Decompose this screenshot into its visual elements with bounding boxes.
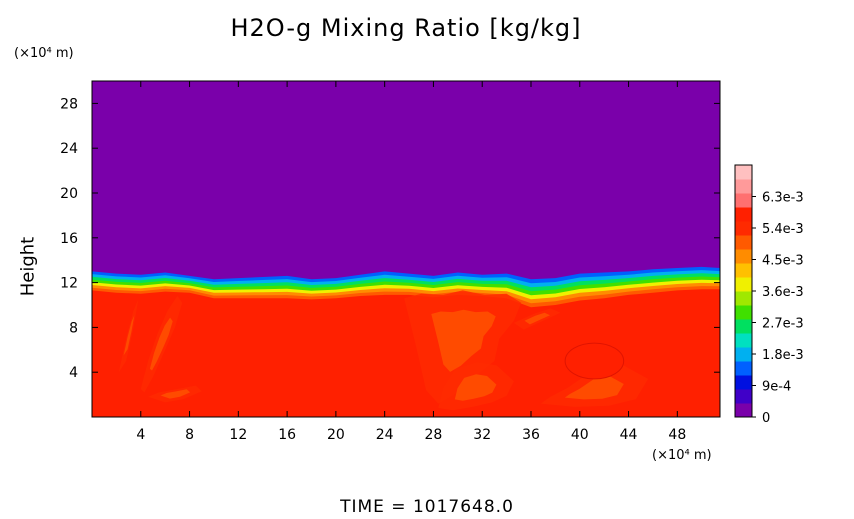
- colorbar-segment: [735, 347, 752, 362]
- plume-core-3: [431, 309, 496, 372]
- x-tick-label: 8: [185, 427, 194, 443]
- y-tick-label: 20: [60, 186, 78, 202]
- colorbar-tick-label: 2.7e-3: [762, 317, 804, 332]
- colorbar-segment: [735, 249, 752, 264]
- y-axis-unit: (×10⁴ m): [14, 46, 74, 61]
- colorbar-tick-label: 9e-4: [762, 380, 791, 395]
- colorbar: 0 9e-4 1.8e-3 2.7e-3 3.6e-3 4.5e-3 5.4e-3 6.3e-…: [734, 164, 804, 426]
- colorbar-segment: [735, 277, 752, 292]
- colorbar-tick-label: 1.8e-3: [762, 348, 804, 363]
- colorbar-segment: [735, 165, 752, 180]
- colorbar-segment: [735, 235, 752, 250]
- x-tick-label: 24: [376, 427, 394, 443]
- colorbar-segment: [735, 221, 752, 236]
- x-tick-label: 36: [522, 427, 540, 443]
- colorbar-segment: [735, 319, 752, 334]
- dry-blob: [564, 342, 625, 380]
- colorbar-tick-label: 4.5e-3: [762, 254, 804, 269]
- y-tick-label: 4: [69, 365, 78, 381]
- y-tick-label: 28: [60, 96, 78, 112]
- x-axis-unit: (×10⁴ m): [652, 448, 712, 463]
- plot-frame: [91, 80, 721, 418]
- colorbar-segment: [735, 291, 752, 306]
- colorbar-tick-label: 3.6e-3: [762, 285, 804, 300]
- x-tick-label: 12: [229, 427, 247, 443]
- colorbar-segment: [735, 263, 752, 278]
- lower-moist-layer: [92, 289, 720, 417]
- colorbar-segment: [735, 361, 752, 376]
- plume-core-0: [149, 317, 173, 371]
- y-tick-label: 12: [60, 276, 78, 292]
- x-tick-label: 28: [425, 427, 443, 443]
- plume-core-2: [160, 389, 191, 399]
- colorbar-tick-label: 5.4e-3: [762, 222, 804, 237]
- plume-core-5: [564, 376, 624, 400]
- colorbar-segment: [735, 305, 752, 320]
- plot-title: H2O-g Mixing Ratio [kg/kg]: [230, 14, 582, 42]
- y-ticks: 4 8 12 16 20 24 28: [60, 96, 720, 381]
- plume-core-1: [123, 315, 135, 356]
- colorbar-segment: [735, 207, 752, 222]
- x-tick-label: 4: [136, 427, 145, 443]
- time-label: TIME = 1017648.0: [340, 497, 514, 517]
- colorbar-segment: [735, 389, 752, 404]
- colorbar-segment: [735, 193, 752, 208]
- x-tick-label: 16: [278, 427, 296, 443]
- colorbar-segment: [735, 375, 752, 390]
- colorbar-segment: [735, 333, 752, 348]
- y-tick-label: 8: [69, 320, 78, 336]
- y-tick-label: 16: [60, 231, 78, 247]
- colorbar-tick-label: 0: [762, 411, 770, 426]
- colorbar-segment: [735, 179, 752, 194]
- x-tick-label: 44: [620, 427, 638, 443]
- plume-core-6: [524, 312, 550, 325]
- x-tick-label: 40: [571, 427, 589, 443]
- x-tick-label: 20: [327, 427, 345, 443]
- plume-core-4: [454, 374, 497, 401]
- x-ticks: 4 8 12 16 20 24 28 32 36 40 44 48: [136, 81, 686, 443]
- y-tick-label: 24: [60, 141, 78, 157]
- colorbar-segment: [735, 403, 752, 418]
- x-tick-label: 32: [473, 427, 491, 443]
- colorbar-tick-label: 6.3e-3: [762, 191, 804, 206]
- plot-area: [92, 81, 720, 417]
- x-tick-label: 48: [668, 427, 686, 443]
